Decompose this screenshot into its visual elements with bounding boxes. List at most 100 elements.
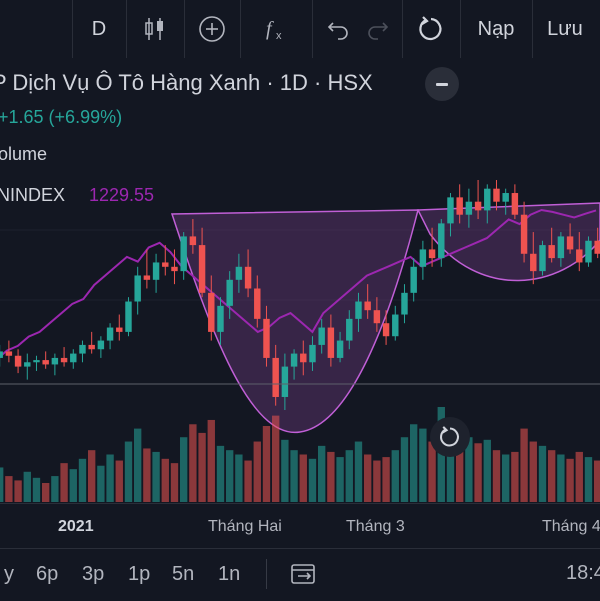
candle-body [208,292,215,332]
candle-body [235,266,243,280]
volume-bar [520,428,528,502]
candle-body [438,223,445,259]
candle-body [51,357,59,365]
volume-bar [253,441,261,502]
candles-icon[interactable] [126,0,184,58]
save-button[interactable]: Lưu [547,17,583,40]
candle-body [14,355,22,367]
symbol-title[interactable]: P Dịch Vụ Ô Tô Hàng Xanh · 1D · HSX [0,70,373,95]
price-change: +1.65 (+6.99%) [0,107,123,127]
candle-body [410,266,417,293]
candle-body [346,318,353,341]
candle-body [125,301,132,332]
candle-body [548,245,555,259]
volume-bar [244,460,252,502]
load-button[interactable]: Nạp [477,17,515,40]
candle-body [576,249,583,263]
volume-bar [410,424,418,502]
range-button[interactable]: y [4,563,14,585]
candle-body [456,197,463,215]
add-indicator-icon[interactable] [184,0,240,58]
candle-body [465,201,473,215]
volume-bar [115,460,123,502]
volume-bar [78,458,87,502]
volume-bar [0,467,4,502]
range-button[interactable]: 3p [82,563,105,585]
candle-body [474,201,482,211]
range-button[interactable]: 1p [128,563,151,585]
vnindex-series [0,208,597,358]
candle-body [327,327,335,358]
volume-bar [235,454,243,502]
candle-body [557,236,565,259]
minus-icon [436,82,448,86]
volume-bar [419,428,427,502]
volume-bars [0,407,600,502]
volume-bar [336,457,344,502]
candle-body [60,357,68,363]
range-button[interactable]: 6p [36,563,59,585]
candles [0,180,600,410]
candle-body [290,353,298,367]
volume-bar [502,454,510,502]
candle-body [97,340,105,350]
clock-time: 18:4 [566,562,600,584]
volume-bar [207,419,215,502]
volume-bar [391,450,399,502]
reset-icon[interactable] [402,0,460,58]
separator [402,0,403,58]
candle-body [539,245,546,272]
vnindex-indicator-label[interactable]: NINDEX [0,185,66,205]
volume-bar [152,451,160,502]
volume-bar [281,439,289,502]
volume-bar [538,445,547,502]
separator [240,0,241,58]
volume-bar [456,432,464,502]
candle-body [33,360,40,363]
vnindex-line [0,208,597,358]
candle-body [566,236,574,250]
date-range-icon[interactable] [290,561,318,592]
volume-bar [32,477,41,502]
volume-bar [5,476,13,502]
candle-body [484,188,491,211]
interval-button[interactable]: D [91,17,107,40]
separator [266,559,267,589]
redo-icon[interactable] [358,0,398,58]
volume-bar [474,443,482,502]
volume-bar [42,483,50,502]
volume-bar [23,471,31,502]
x-tick-label: Tháng Hai [208,518,282,535]
candle-body [502,193,509,202]
volume-bar [345,450,353,502]
volume-indicator-label[interactable]: olume [0,144,48,164]
separator [126,0,127,58]
volume-bar [584,457,593,502]
candle-body [594,240,600,254]
volume-bar [69,469,77,502]
range-button[interactable]: 5n [172,563,195,585]
volume-bar [400,437,409,502]
time-axis[interactable]: 2021 Tháng Hai Tháng 3 Tháng 4 [0,503,600,548]
undo-icon[interactable] [318,0,358,58]
volume-bar [373,460,381,502]
candle-body [171,266,178,272]
reset-chart-button[interactable] [430,417,470,457]
candle-body [198,245,206,293]
candle-body [42,360,49,365]
volume-bar [529,441,537,502]
volume-bar [299,454,307,502]
range-button[interactable]: 1n [218,563,241,585]
collapse-legend-button[interactable] [425,67,459,101]
candle-body [364,301,371,311]
candle-body [162,262,169,267]
candle-body [5,351,13,356]
candle-body [70,353,77,363]
vnindex-value: 1229.55 [89,185,155,205]
x-tick-label: 2021 [58,518,94,535]
volume-bar [88,450,96,502]
candle-body [428,249,436,259]
volume-bar [272,415,280,502]
